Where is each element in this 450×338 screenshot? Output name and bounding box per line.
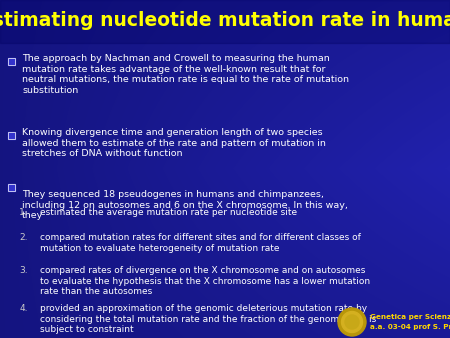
Text: Knowing divergence time and generation length of two species
allowed them to est: Knowing divergence time and generation l… [22,128,326,159]
Bar [8,132,15,139]
Bar [8,184,15,191]
Text: compared mutation rates for different sites and for different classes of
mutatio: compared mutation rates for different si… [40,233,361,253]
Text: provided an approximation of the genomic deleterious mutation rate by
considerin: provided an approximation of the genomic… [40,304,376,335]
Bar [8,58,15,65]
Bar [0,0,450,43]
Text: compared rates of divergence on the X chromosome and on autosomes
to evaluate th: compared rates of divergence on the X ch… [40,266,370,296]
Circle shape [338,308,366,336]
Text: 4.: 4. [19,304,28,313]
Text: 2.: 2. [19,233,28,242]
Bar [8,184,15,191]
Circle shape [345,315,359,329]
Text: estimated the average mutation rate per nucleotide site: estimated the average mutation rate per … [40,208,297,217]
Text: 3.: 3. [19,266,28,275]
Text: Genetica per Scienze Naturali: Genetica per Scienze Naturali [370,314,450,320]
Text: They sequenced 18 pseudogenes in humans and chimpanzees,
including 12 on autosom: They sequenced 18 pseudogenes in humans … [22,190,348,220]
Bar [8,132,15,139]
Text: The approach by Nachman and Crowell to measuring the human
mutation rate takes a: The approach by Nachman and Crowell to m… [22,54,349,95]
Bar [8,58,15,65]
Text: Estimating nucleotide mutation rate in human: Estimating nucleotide mutation rate in h… [0,10,450,29]
Circle shape [342,312,363,333]
Text: a.a. 03-04 prof S. Presciuttini: a.a. 03-04 prof S. Presciuttini [370,324,450,330]
Text: 1.: 1. [19,208,28,217]
